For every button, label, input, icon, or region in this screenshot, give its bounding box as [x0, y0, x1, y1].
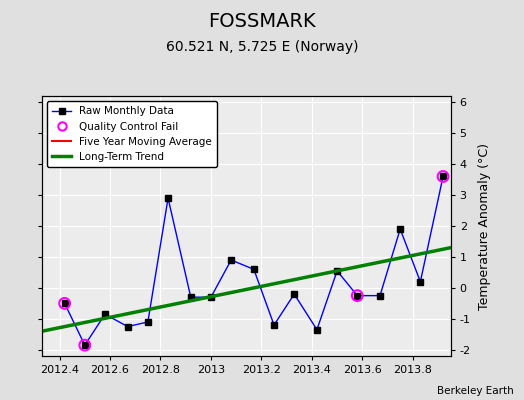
Y-axis label: Temperature Anomaly (°C): Temperature Anomaly (°C)	[478, 142, 491, 310]
Text: 60.521 N, 5.725 E (Norway): 60.521 N, 5.725 E (Norway)	[166, 40, 358, 54]
Point	[439, 173, 447, 180]
Text: Berkeley Earth: Berkeley Earth	[437, 386, 514, 396]
Legend: Raw Monthly Data, Quality Control Fail, Five Year Moving Average, Long-Term Tren: Raw Monthly Data, Quality Control Fail, …	[47, 101, 217, 167]
Point	[81, 342, 89, 348]
Text: FOSSMARK: FOSSMARK	[208, 12, 316, 31]
Point	[353, 292, 362, 299]
Point	[60, 300, 69, 306]
